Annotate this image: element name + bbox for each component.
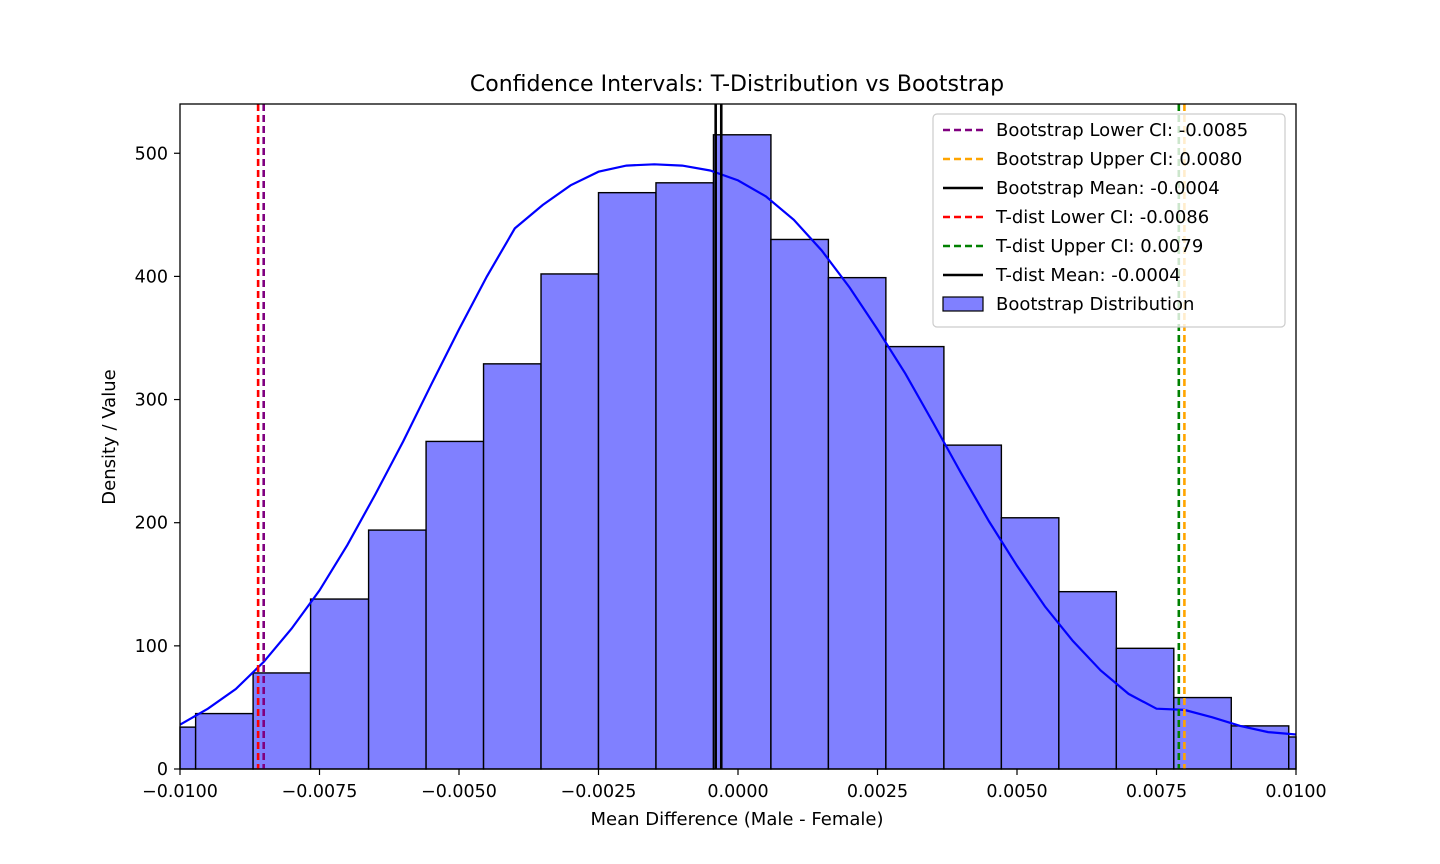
histogram-bar	[194, 712, 254, 770]
histogram-bar	[885, 345, 945, 770]
x-tick-label: −0.0050	[421, 782, 497, 802]
histogram-bar	[309, 598, 370, 770]
histogram-bar	[482, 363, 542, 770]
histogram-bar	[252, 672, 312, 770]
x-tick-label: 0.0050	[986, 782, 1047, 802]
x-tick-label: −0.0100	[142, 782, 218, 802]
histogram-bar	[1173, 696, 1232, 770]
histogram-bar	[179, 726, 197, 770]
y-tick-label: 200	[135, 514, 168, 534]
legend-label: Bootstrap Lower CI: -0.0085	[996, 120, 1248, 141]
histogram-bar	[712, 134, 772, 770]
histogram-bar	[597, 191, 657, 770]
plot-area	[179, 103, 1297, 770]
histogram-bar	[770, 238, 830, 770]
x-tick-label: 0.0000	[707, 782, 768, 802]
x-axis-label: Mean Difference (Male - Female)	[591, 809, 884, 830]
x-tick-label: 0.0100	[1265, 782, 1326, 802]
x-tick-label: 0.0075	[1126, 782, 1187, 802]
legend: Bootstrap Lower CI: -0.0085 Bootstrap Upp…	[932, 113, 1286, 328]
legend-box	[932, 113, 1286, 328]
y-tick-label: 300	[135, 391, 168, 411]
chart-title: Confidence Intervals: T-Distribution vs …	[470, 72, 1004, 97]
histogram-bar	[1058, 590, 1118, 770]
y-tick-label: 0	[157, 760, 168, 780]
y-axis: 0 100 200 300 400 500	[135, 144, 180, 780]
kde-curve	[179, 163, 1297, 736]
histogram-bar	[367, 529, 427, 770]
histogram-bar	[1288, 736, 1297, 770]
y-tick-label: 400	[135, 267, 168, 287]
legend-label: T-dist Lower CI: -0.0086	[995, 207, 1209, 228]
histogram-bar	[943, 444, 1003, 770]
x-tick-label: 0.0025	[847, 782, 908, 802]
x-tick-label: −0.0075	[282, 782, 358, 802]
x-axis: −0.0100 −0.0075 −0.0050 −0.0025 0.0000 0.0025…	[142, 769, 1327, 802]
legend-label: Bootstrap Mean: -0.0004	[996, 178, 1220, 199]
y-axis-label: Density / Value	[99, 369, 120, 504]
legend-swatch	[942, 296, 984, 312]
legend-label: Bootstrap Upper CI: 0.0080	[996, 149, 1242, 170]
y-tick-label: 500	[135, 144, 168, 164]
histogram-bars	[179, 134, 1297, 770]
legend-label: Bootstrap Distribution	[996, 294, 1194, 315]
y-tick-label: 100	[135, 637, 168, 657]
histogram-bar	[540, 273, 600, 770]
histogram-bar	[827, 276, 887, 770]
histogram-bar	[655, 182, 715, 770]
legend-label: T-dist Mean: -0.0004	[995, 265, 1181, 286]
x-tick-label: −0.0025	[561, 782, 637, 802]
histogram-bar	[1000, 517, 1060, 770]
legend-label: T-dist Upper CI: 0.0079	[995, 236, 1203, 257]
histogram-bar	[425, 440, 485, 770]
